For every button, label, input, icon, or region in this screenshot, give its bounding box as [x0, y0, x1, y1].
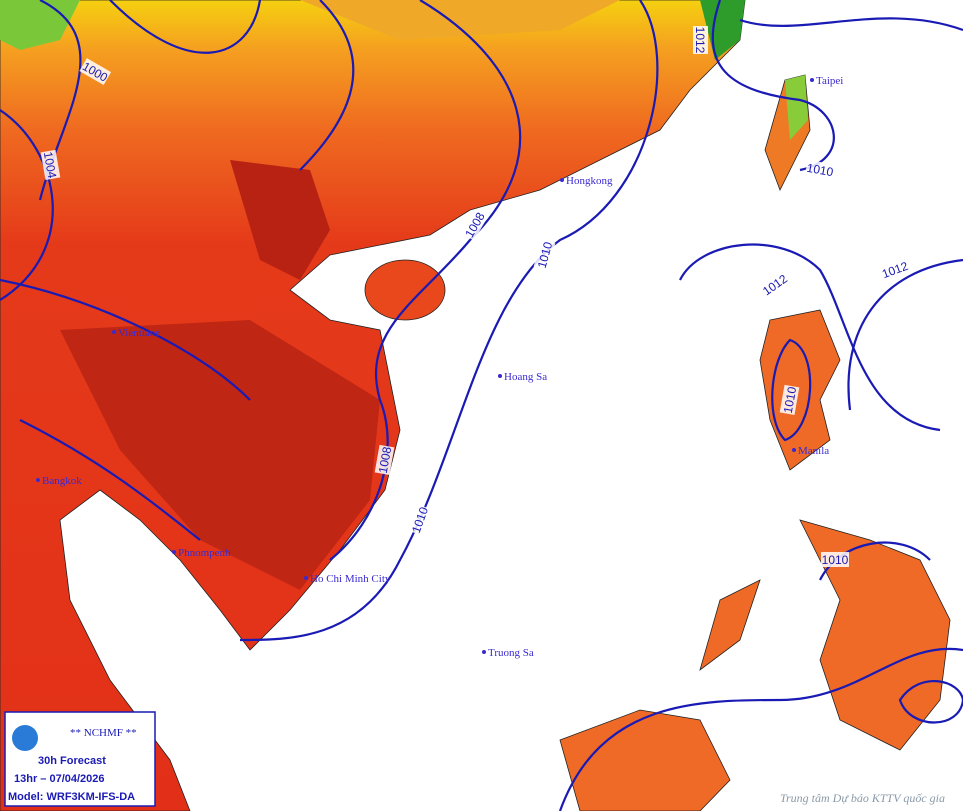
info-box: ** NCHMF ** 30h Forecast 13hr – 07/04/20… — [4, 711, 156, 807]
city-label: Taipei — [816, 75, 843, 87]
city-dot — [482, 650, 486, 654]
isobar-label: 1010 — [409, 505, 431, 535]
city-label: Phnompenh — [178, 547, 231, 559]
city-label: Truong Sa — [488, 647, 534, 659]
city-label: Bangkok — [42, 475, 82, 487]
city-dot — [112, 330, 116, 334]
isobar-label-bg — [374, 444, 395, 476]
time: 13hr – 07/04/2026 — [14, 773, 105, 785]
isobar-label-group: 1012 — [693, 26, 708, 54]
isobar-label: 1010 — [806, 161, 835, 179]
isobar-label: 1008 — [376, 445, 394, 474]
isobar-label: 1004 — [41, 151, 59, 180]
city-dot — [172, 550, 176, 554]
forecast: 30h Forecast — [38, 755, 106, 767]
isobar-label: 1010 — [822, 553, 849, 567]
city-dot — [560, 178, 564, 182]
model: Model: WRF3KM-IFS-DA — [8, 791, 135, 803]
isobar-label-bg — [40, 149, 61, 181]
city-dot — [792, 448, 796, 452]
city-dot — [36, 478, 40, 482]
isobar-label-bg — [821, 552, 849, 567]
isobar-label-group: 1010 — [821, 552, 849, 567]
isobar-label-group: 1008 — [374, 444, 395, 476]
isobar-label-group: 1010 — [779, 384, 800, 416]
isobar-label-group: 1012 — [758, 270, 791, 299]
isobar-label-bg — [779, 384, 800, 416]
isobar-label: 1010 — [535, 240, 556, 270]
city-label: Hoang Sa — [504, 371, 547, 383]
city-label: Manila — [798, 445, 829, 457]
isobar-label-group: 1010 — [804, 159, 836, 180]
city-label: Vientiane — [118, 327, 160, 339]
isobar-label-group: 1010 — [533, 239, 556, 271]
isobar-label-group: 1010 — [407, 504, 432, 536]
isobar-label-bg — [879, 257, 911, 282]
city-label: Ho Chi Minh City — [310, 573, 391, 585]
city-labels: Taipei Hongkong Vientiane Hoang Sa Manila Ban… — [36, 75, 843, 659]
isobar-label-bg — [533, 239, 556, 271]
isobar-label-group: 1004 — [40, 149, 61, 181]
isobar-label: 1012 — [693, 27, 707, 54]
isobar-label: 1012 — [760, 271, 790, 298]
city-dot — [304, 576, 308, 580]
isobar-label-bg — [804, 159, 836, 180]
isobar-label-bg — [461, 208, 489, 241]
logo — [12, 725, 38, 751]
org: ** NCHMF ** — [70, 727, 137, 739]
isobar-label-bg — [758, 270, 791, 299]
isobar-label-bg — [693, 26, 708, 54]
city-dot — [498, 374, 502, 378]
city-dot — [810, 78, 814, 82]
isobar-label-bg — [407, 504, 432, 536]
isobar-label-bg — [79, 58, 112, 86]
city-label: Hongkong — [566, 175, 613, 187]
credit: Trung tâm Dự báo KTTV quốc gia — [780, 791, 945, 805]
isobar-label: 1010 — [781, 385, 799, 414]
